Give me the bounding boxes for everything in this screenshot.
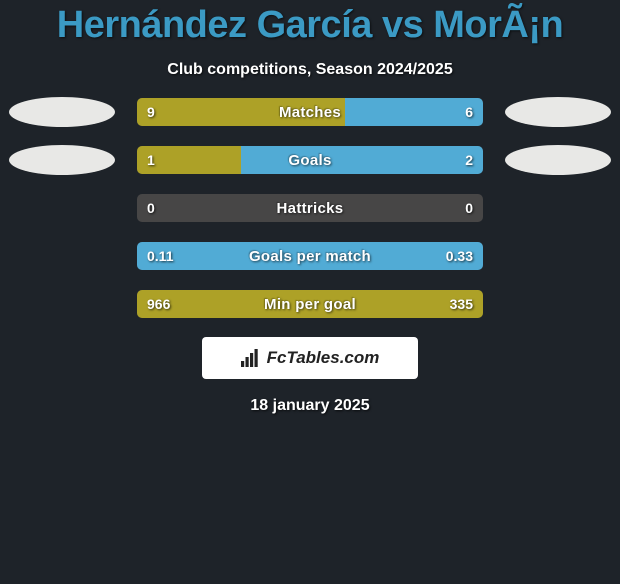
oval-placeholder	[9, 193, 115, 223]
stat-row: 12Goals	[0, 145, 620, 175]
stat-row: 0.110.33Goals per match	[0, 241, 620, 271]
attribution-text: FcTables.com	[267, 348, 380, 368]
stat-row: 966335Min per goal	[0, 289, 620, 319]
attribution-badge: FcTables.com	[202, 337, 418, 379]
stat-label: Goals per match	[137, 242, 483, 270]
oval-placeholder	[9, 289, 115, 319]
stat-bar: 966335Min per goal	[137, 290, 483, 318]
stat-bar: 0.110.33Goals per match	[137, 242, 483, 270]
player-right-oval	[505, 97, 611, 127]
oval-placeholder	[505, 241, 611, 271]
title: Hernández García vs MorÃ¡n	[0, 4, 620, 47]
player-right-oval	[505, 145, 611, 175]
comparison-card: Hernández García vs MorÃ¡n Club competit…	[0, 4, 620, 415]
oval-placeholder	[9, 241, 115, 271]
stat-row: 00Hattricks	[0, 193, 620, 223]
player-left-oval	[9, 145, 115, 175]
date-text: 18 january 2025	[0, 397, 620, 415]
player-left-oval	[9, 97, 115, 127]
stat-label: Min per goal	[137, 290, 483, 318]
stat-label: Goals	[137, 146, 483, 174]
stat-label: Hattricks	[137, 194, 483, 222]
subtitle: Club competitions, Season 2024/2025	[0, 61, 620, 79]
oval-placeholder	[505, 289, 611, 319]
stats-list: 96Matches 12Goals 00Hattricks 0.110.33Goals…	[0, 97, 620, 319]
stat-bar: 00Hattricks	[137, 194, 483, 222]
oval-placeholder	[505, 193, 611, 223]
stat-bar: 12Goals	[137, 146, 483, 174]
stat-label: Matches	[137, 98, 483, 126]
stat-row: 96Matches	[0, 97, 620, 127]
chart-icon	[241, 349, 261, 367]
stat-bar: 96Matches	[137, 98, 483, 126]
